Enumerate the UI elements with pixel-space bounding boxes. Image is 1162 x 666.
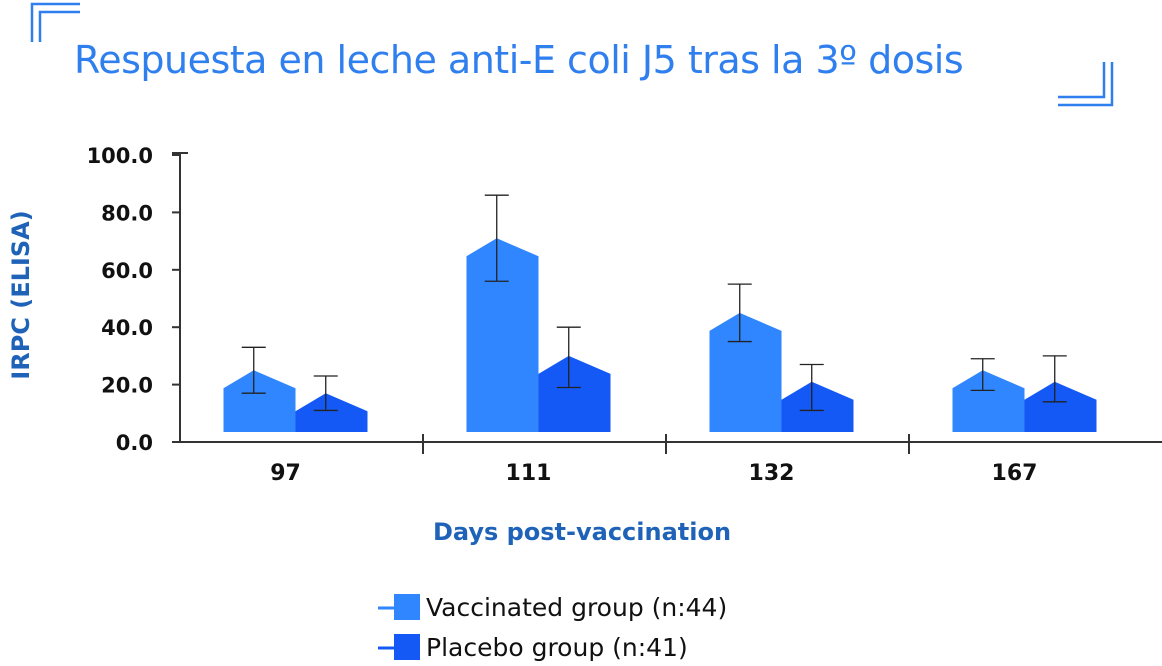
bar-placebo-111	[538, 355, 611, 432]
bar-vaccinated-97	[223, 370, 296, 432]
legend: Vaccinated group (n:44) Placebo group (n:…	[378, 593, 727, 662]
bars-layer: 97 111 132 167	[223, 194, 1097, 486]
legend-label: Vaccinated group (n:44)	[426, 593, 727, 622]
chart-title: Respuesta en leche anti-E coli J5 tras l…	[74, 38, 963, 82]
bar-vaccinated-111	[466, 238, 539, 432]
bar-placebo-132	[781, 381, 854, 432]
x-tick-label: 97	[270, 461, 301, 486]
bar-placebo-97	[295, 393, 368, 432]
y-tick-label: 60.0	[101, 259, 153, 283]
y-axis-title: IRPC (ELISA)	[7, 210, 35, 379]
x-tick-label: 167	[992, 461, 1038, 486]
title-bracket-bottom-right	[1058, 62, 1114, 107]
legend-swatch	[394, 634, 420, 660]
legend-label: Placebo group (n:41)	[426, 633, 688, 662]
y-tick-label: 100.0	[87, 144, 153, 168]
title-bracket-top-left	[30, 2, 80, 42]
bar-placebo-167	[1024, 381, 1097, 432]
y-tick-label: 20.0	[101, 374, 153, 398]
y-axis: 0.0 20.0 40.0 60.0 80.0 100.0	[87, 144, 188, 455]
x-tick-label: 132	[749, 461, 795, 486]
y-tick-label: 40.0	[101, 316, 153, 340]
bar-vaccinated-167	[952, 370, 1025, 432]
x-axis-title: Days post-vaccination	[433, 518, 731, 546]
x-axis	[180, 434, 1162, 454]
y-tick-label: 80.0	[101, 201, 153, 225]
bar-vaccinated-132	[709, 312, 782, 432]
legend-swatch	[394, 594, 420, 620]
y-tick-label: 0.0	[116, 431, 153, 455]
x-tick-label: 111	[506, 461, 552, 486]
